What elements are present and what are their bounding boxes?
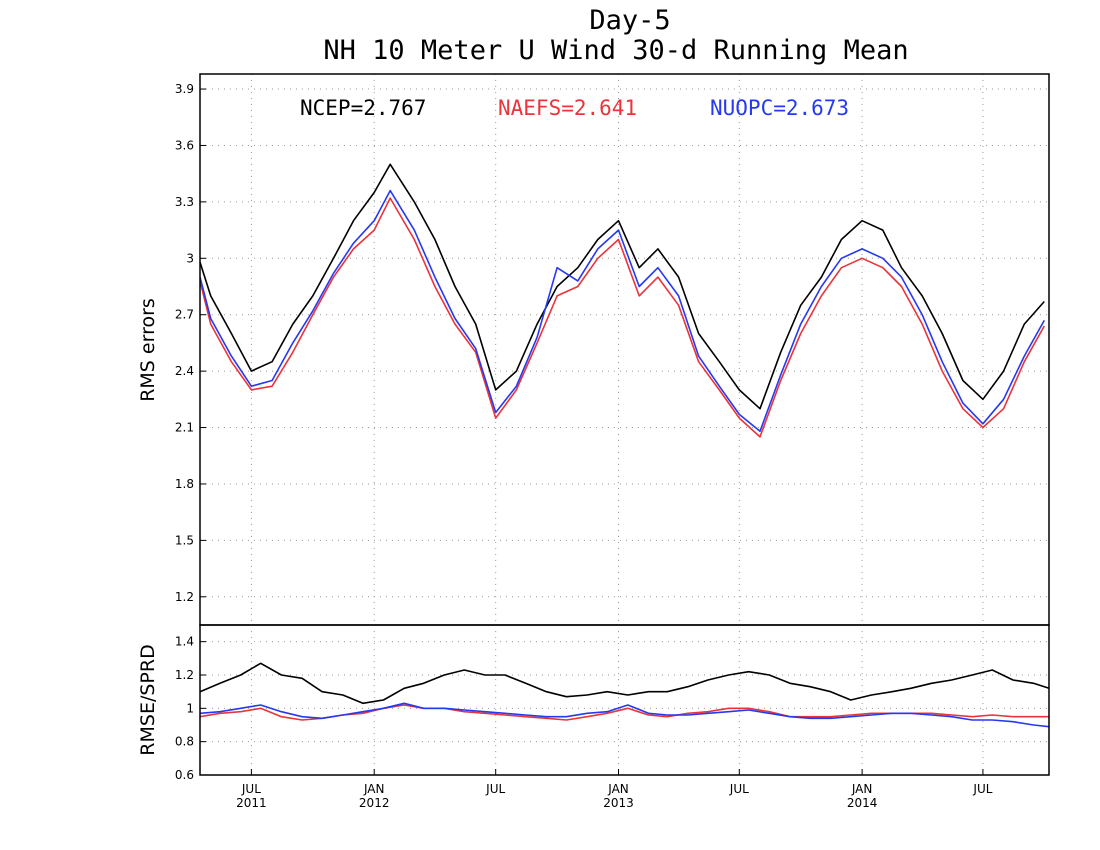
rms-ytick-label-3: 2.1 bbox=[175, 421, 194, 435]
ratio-ytick-label-3: 1.2 bbox=[175, 668, 194, 682]
xtick-label-6: JUL bbox=[972, 782, 992, 796]
ratio-ytick-label-4: 1.4 bbox=[175, 635, 194, 649]
legend-entry-2: NUOPC=2.673 bbox=[710, 96, 849, 120]
xtick-label-0: JUL 2011 bbox=[236, 782, 267, 810]
legend: NCEP=2.767 NAEFS=2.641 NUOPC=2.673 bbox=[300, 96, 849, 120]
xtick-label-2: JUL bbox=[485, 782, 505, 796]
rms-ytick-label-6: 3 bbox=[186, 251, 194, 265]
xtick-label-1: JAN 2012 bbox=[359, 782, 390, 810]
rms-series-ncep-line bbox=[199, 163, 1045, 410]
rms-errors-y-axis: 1.2 1.5 1.8 2.1 2.4 2.7 3 3.3 3.6 3.9 bbox=[175, 82, 206, 604]
rms-errors-frame bbox=[199, 73, 1050, 626]
rms-ytick-label-1: 1.5 bbox=[175, 533, 194, 547]
rms-ytick-label-7: 3.3 bbox=[175, 195, 194, 209]
xtick-label-5: JAN 2014 bbox=[847, 782, 878, 810]
rmse-sprd-series bbox=[199, 662, 1050, 728]
rms-ytick-label-9: 3.9 bbox=[175, 82, 194, 96]
rms-series-naefs-line bbox=[199, 197, 1045, 438]
ratio-ytick-label-0: 0.6 bbox=[175, 768, 194, 782]
ratio-ytick-label-1: 0.8 bbox=[175, 735, 194, 749]
rms-ytick-label-8: 3.6 bbox=[175, 138, 194, 152]
chart-title-line-1: Day-5 bbox=[589, 5, 670, 36]
x-axis: JUL 2011 JAN 2012 JUL JAN 2013 JUL JAN 2014 JUL bbox=[236, 769, 993, 810]
ratio-series-ncep-line bbox=[199, 662, 1050, 705]
rms-ytick-label-2: 1.8 bbox=[175, 477, 194, 491]
rmse-sprd-y-axis: 0.6 0.8 1 1.2 1.4 bbox=[175, 635, 206, 782]
rms-series-nuopc-line bbox=[199, 189, 1045, 433]
rmse-sprd-gridlines bbox=[200, 625, 1049, 776]
rms-ytick-label-4: 2.4 bbox=[175, 364, 194, 378]
legend-entry-1: NAEFS=2.641 bbox=[498, 96, 637, 120]
rms-ytick-label-0: 1.2 bbox=[175, 590, 194, 604]
ratio-ytick-label-2: 1 bbox=[186, 701, 194, 715]
xtick-label-4: JUL bbox=[729, 782, 749, 796]
rmse-sprd-y-label: RMSE/SPRD bbox=[137, 644, 159, 755]
rmse-sprd-frame bbox=[199, 624, 1050, 776]
rms-errors-y-label: RMS errors bbox=[137, 298, 159, 402]
legend-entry-0: NCEP=2.767 bbox=[300, 96, 426, 120]
rms-ytick-label-5: 2.7 bbox=[175, 308, 194, 322]
rms-errors-gridlines bbox=[200, 74, 1049, 625]
ratio-series-nuopc-line bbox=[199, 702, 1050, 728]
chart-title-line-2: NH 10 Meter U Wind 30-d Running Mean bbox=[323, 35, 908, 66]
xtick-label-3: JAN 2013 bbox=[603, 782, 634, 810]
rms-errors-panel: 1.21.51.82.12.42.733.33.63.9 RMS errors … bbox=[137, 73, 1050, 626]
rms-errors-series bbox=[199, 163, 1045, 438]
